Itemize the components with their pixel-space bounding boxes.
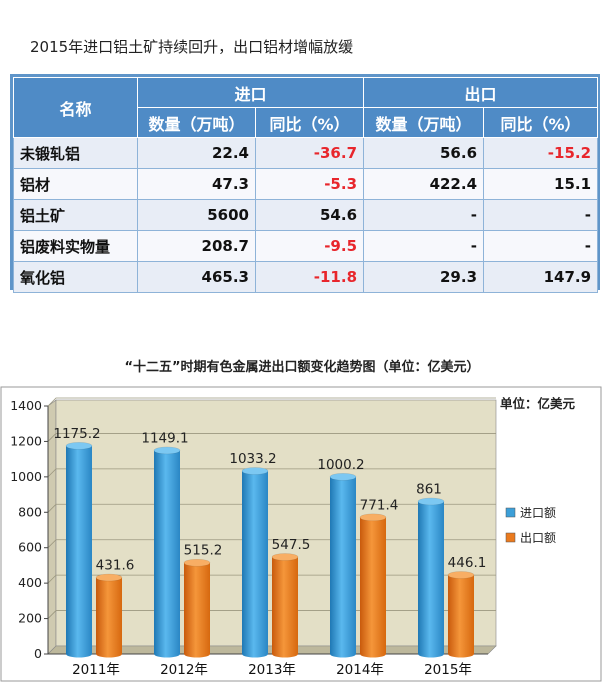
legend-label-export: 出口额 (520, 531, 556, 545)
chart-title: “十二五”时期有色金属进出口额变化趋势图（单位：亿美元） (124, 360, 480, 375)
cell-import-yoy: -11.8 (254, 261, 365, 293)
cell-export-qty: - (363, 230, 485, 262)
y-tick-label: 1200 (10, 433, 42, 448)
cell-import-yoy: -36.7 (254, 137, 365, 169)
x-tick-label: 2015年 (424, 662, 472, 678)
cell-import-qty: 5600 (137, 199, 256, 231)
cell-export-qty: 29.3 (363, 261, 485, 293)
data-label: 1175.2 (53, 426, 100, 442)
header-export-qty: 数量（万吨） (363, 107, 485, 138)
legend-label-import: 进口额 (520, 506, 556, 520)
y-tick-label: 1000 (10, 469, 42, 484)
import-bar (329, 473, 357, 658)
cell-export-yoy: - (483, 199, 599, 231)
y-tick-label: 0 (34, 646, 42, 661)
y-tick-label: 600 (18, 540, 42, 555)
header-export-yoy: 同比（%） (483, 107, 599, 138)
import-bar (65, 442, 93, 658)
x-tick-label: 2011年 (72, 662, 120, 678)
legend-swatch-import (505, 507, 516, 518)
header-import-yoy: 同比（%） (254, 107, 365, 138)
table-row: 未锻轧铝 22.4 -36.7 56.6 -15.2 (13, 137, 599, 169)
export-bar (359, 513, 387, 658)
table-row: 铝土矿 5600 54.6- - (13, 199, 599, 231)
data-label: 446.1 (448, 555, 487, 571)
trade-table: 名称 进口 出口 数量（万吨） 同比（%） 数量（万吨） 同比（%） 未锻轧铝 2… (13, 77, 599, 293)
data-label: 771.4 (360, 497, 399, 513)
legend-swatch-export (505, 532, 516, 543)
table-heading: 2015年进口铝土矿持续回升，出口铝材增幅放缓 (30, 38, 354, 56)
cell-import-qty: 208.7 (137, 230, 256, 262)
data-label: 861 (416, 481, 442, 497)
cell-export-qty: 56.6 (363, 137, 485, 169)
export-bar (95, 573, 123, 658)
cell-import-yoy: -5.3 (254, 168, 365, 200)
export-bar (447, 571, 475, 658)
table-row: 铝材 47.3 -5.3 422.4 15.1 (13, 168, 599, 200)
y-tick-label: 1400 (10, 398, 42, 413)
import-bar (241, 467, 269, 658)
table-row: 铝废料实物量 208.7 -9.5- - (13, 230, 599, 262)
unit-label: 单位：亿美元 (500, 396, 576, 411)
data-label: 1149.1 (141, 430, 188, 446)
cell-import-qty: 22.4 (137, 137, 256, 169)
y-tick-label: 200 (18, 611, 42, 626)
data-label: 547.5 (272, 537, 311, 553)
cell-export-yoy: -15.2 (483, 137, 599, 169)
cell-export-yoy: 15.1 (483, 168, 599, 200)
cell-export-qty: 422.4 (363, 168, 485, 200)
cell-import-yoy: 54.6 (254, 199, 365, 231)
cell-import-qty: 47.3 (137, 168, 256, 200)
y-tick-label: 400 (18, 575, 42, 590)
data-label: 515.2 (184, 543, 223, 559)
cell-name: 氧化铝 (13, 261, 138, 293)
header-import-qty: 数量（万吨） (137, 107, 256, 138)
cell-export-yoy: 147.9 (483, 261, 599, 293)
gridline (47, 468, 496, 478)
header-name: 名称 (13, 77, 138, 138)
data-label: 1000.2 (317, 457, 364, 473)
trade-table-body: 未锻轧铝 22.4 -36.7 56.6 -15.2 铝材 47.3 -5.3 422.4 15.… (13, 137, 599, 293)
cell-name: 未锻轧铝 (13, 137, 138, 169)
cell-export-qty: - (363, 199, 485, 231)
data-label: 1033.2 (229, 451, 276, 467)
import-bar (153, 446, 181, 658)
cell-name: 铝废料实物量 (13, 230, 138, 262)
header-import-group: 进口 (136, 77, 365, 108)
x-tick-label: 2014年 (336, 662, 384, 678)
cell-export-yoy: - (483, 230, 599, 262)
data-label: 431.6 (96, 558, 135, 574)
gridline (47, 397, 496, 407)
export-bar (183, 558, 211, 658)
trade-table-frame: 名称 进口 出口 数量（万吨） 同比（%） 数量（万吨） 同比（%） 未锻轧铝 2… (10, 74, 600, 293)
import-bar (417, 497, 445, 658)
y-tick-label: 800 (18, 504, 42, 519)
cell-name: 铝土矿 (13, 199, 138, 231)
gridline (47, 433, 496, 442)
cell-import-qty: 465.3 (137, 261, 256, 293)
table-row: 氧化铝 465.3 -11.8 29.3 147.9 (13, 261, 599, 293)
export-bar (271, 553, 299, 658)
cell-import-yoy: -9.5 (254, 230, 365, 262)
header-export-group: 出口 (363, 77, 599, 108)
x-tick-label: 2013年 (248, 662, 296, 678)
x-tick-label: 2012年 (160, 662, 208, 678)
trade-bar-chart: 0 200 400 600 800 1000 1200 1400 2011年 1175.2 431… (0, 386, 602, 682)
cell-name: 铝材 (13, 168, 138, 200)
